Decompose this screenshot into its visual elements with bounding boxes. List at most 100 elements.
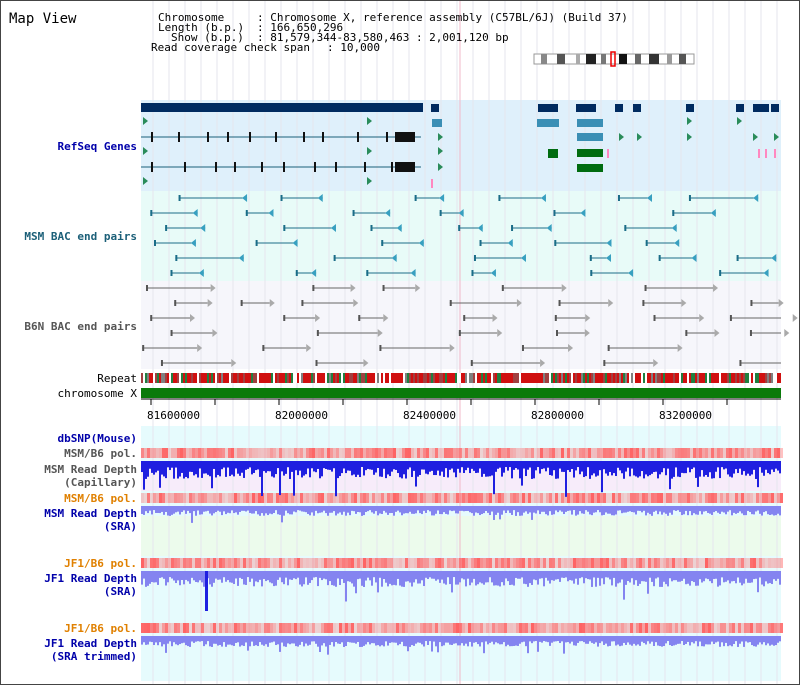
read-depth-bar — [299, 636, 301, 645]
polymorphism-cell — [342, 493, 345, 503]
read-depth-bar — [383, 506, 385, 511]
repeat-element — [403, 373, 405, 383]
read-depth-bar — [607, 636, 609, 647]
repeat-element — [411, 373, 413, 383]
repeat-element — [301, 373, 303, 383]
repeat-element — [537, 373, 539, 383]
track-label-msm-read-depth-sra[interactable]: MSM Read Depth (SRA) — [44, 507, 137, 533]
read-depth-bar — [751, 571, 753, 583]
polymorphism-cell — [585, 493, 588, 503]
polymorphism-cell — [702, 558, 705, 568]
read-depth-bar — [617, 506, 619, 511]
polymorphism-cell — [267, 448, 270, 458]
read-depth-bar — [413, 506, 415, 514]
read-depth-bar — [709, 571, 711, 582]
repeat-element — [581, 373, 583, 383]
read-depth-bar — [739, 636, 741, 644]
read-depth-bar — [259, 506, 261, 516]
read-depth-bar — [367, 636, 369, 643]
read-depth-bar — [523, 636, 525, 642]
read-depth-bar — [567, 506, 569, 511]
track-label-refseq[interactable]: RefSeq Genes — [57, 140, 137, 153]
repeat-element — [407, 373, 409, 383]
polymorphism-cell — [756, 448, 759, 458]
polymorphism-cell — [780, 558, 783, 568]
polymorphism-cell — [291, 558, 294, 568]
polymorphism-cell — [684, 623, 687, 633]
polymorphism-cell — [276, 623, 279, 633]
track-label-msm-b6-pol-1[interactable]: MSM/B6 pol. — [64, 447, 137, 460]
polymorphism-cell — [744, 558, 747, 568]
track-label-b6n-bac[interactable]: B6N BAC end pairs — [24, 320, 137, 333]
polymorphism-cell — [747, 493, 750, 503]
bac-end — [554, 315, 557, 321]
read-depth-bar — [311, 571, 313, 581]
repeat-element — [499, 373, 501, 383]
polymorphism-cell — [243, 493, 246, 503]
polymorphism-cell — [201, 493, 204, 503]
polymorphism-cell — [390, 558, 393, 568]
read-depth-bar — [561, 461, 563, 472]
repeat-element — [597, 373, 599, 383]
track-label-msm-bac[interactable]: MSM BAC end pairs — [24, 230, 137, 243]
read-depth-bar — [271, 636, 273, 643]
track-label-dbsnp[interactable]: dbSNP(Mouse) — [57, 432, 137, 445]
polymorphism-cell — [510, 623, 513, 633]
polymorphism-cell — [468, 558, 471, 568]
polymorphism-cell — [474, 623, 477, 633]
track-label-repeat[interactable]: Repeat — [97, 372, 137, 385]
polymorphism-cell — [285, 448, 288, 458]
read-depth-bar — [241, 506, 243, 511]
read-depth-bar — [545, 506, 547, 515]
read-depth-bar — [157, 506, 159, 513]
read-depth-bar — [207, 461, 209, 475]
polymorphism-cell — [180, 623, 183, 633]
track-label-jf1-b6-pol-2[interactable]: JF1/B6 pol. — [64, 622, 137, 635]
polymorphism-cell — [147, 448, 150, 458]
read-depth-bar — [737, 506, 739, 513]
read-depth-bar — [311, 506, 313, 513]
polymorphism-cell — [141, 558, 144, 568]
read-depth-bar — [441, 506, 443, 515]
track-label-msm-read-depth-capillary[interactable]: MSM Read Depth (Capillary) — [44, 463, 137, 489]
repeat-element — [325, 373, 327, 383]
read-depth-bar — [679, 461, 681, 478]
repeat-element — [603, 373, 605, 383]
polymorphism-cell — [429, 623, 432, 633]
read-depth-bar — [443, 571, 445, 584]
polymorphism-cell — [504, 448, 507, 458]
repeat-element — [387, 373, 389, 383]
polymorphism-cell — [399, 493, 402, 503]
read-depth-bar — [405, 461, 407, 479]
track-label-jf1-read-depth-trimmed[interactable]: JF1 Read Depth (SRA trimmed) — [44, 637, 137, 663]
track-label-jf1-read-depth-sra[interactable]: JF1 Read Depth (SRA) — [44, 572, 137, 598]
read-depth-bar — [337, 636, 339, 644]
track-label-chromosome[interactable]: chromosome X — [57, 387, 137, 400]
polymorphism-cell — [144, 448, 147, 458]
repeat-element — [377, 373, 379, 383]
read-depth-bar — [509, 461, 511, 468]
read-depth-bar — [549, 571, 551, 584]
read-depth-bar — [645, 636, 647, 645]
polymorphism-cell — [324, 448, 327, 458]
repeat-element — [367, 373, 369, 383]
read-depth-bar — [665, 636, 667, 644]
track-label-msm-b6-pol-2[interactable]: MSM/B6 pol. — [64, 492, 137, 505]
read-depth-bar — [269, 461, 271, 472]
polymorphism-cell — [297, 448, 300, 458]
read-depth-bar — [691, 506, 693, 516]
repeat-element — [199, 373, 201, 383]
read-depth-bar — [329, 571, 331, 582]
read-depth-bar — [647, 461, 649, 477]
read-depth-bar — [309, 461, 311, 478]
gene-arrow — [143, 117, 148, 125]
read-depth-bar — [569, 571, 571, 581]
track-label-jf1-b6-pol-1[interactable]: JF1/B6 pol. — [64, 557, 137, 570]
read-depth-bar — [319, 461, 321, 479]
polymorphism-cell — [651, 558, 654, 568]
bac-end-arrow — [353, 299, 359, 307]
bac-end-arrow — [540, 359, 546, 367]
read-depth-bar — [491, 461, 493, 476]
polymorphism-cell — [417, 623, 420, 633]
